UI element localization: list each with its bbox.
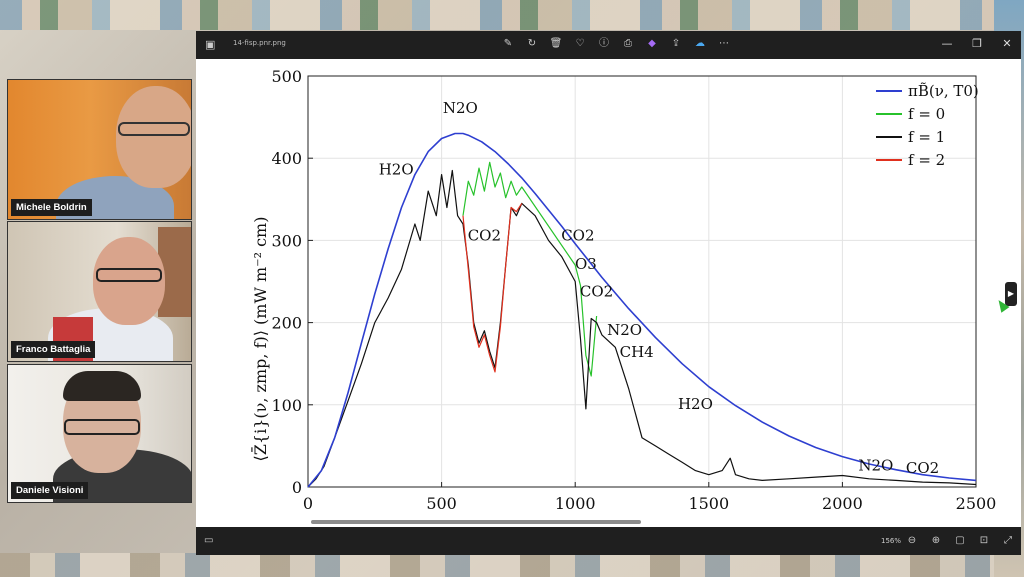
onedrive-icon[interactable]: ☁: [695, 38, 705, 49]
glasses-icon: [118, 122, 190, 136]
participant-name: Michele Boldrin: [11, 199, 92, 216]
zoom-controls: ⊖ ⊕ ▢ ⊡ ⤢: [905, 534, 1015, 548]
fullscreen-icon[interactable]: ⤢: [1004, 535, 1012, 546]
annotation-label: CO2: [561, 226, 594, 244]
y-axis-label: ⟨Z̄{i}(ν, zmp, f)⟩ (mW m⁻² cm): [249, 217, 270, 462]
viewer-filename: 14-fisp.pnr.png: [233, 39, 286, 47]
legend-label: f = 1: [908, 128, 945, 146]
series-line-1: [462, 161, 598, 377]
glasses-icon: [64, 419, 140, 435]
info-icon[interactable]: ⓘ: [599, 38, 609, 49]
y-tick-label: 0: [292, 478, 302, 497]
viewer-titlebar: ▣ 14-fisp.pnr.png ✎ ↻ 🗑 ♡ ⓘ ⎙ ◆ ⇪ ☁ ⋯ — …: [196, 31, 1021, 59]
minimize-icon[interactable]: —: [941, 37, 953, 50]
annotation-label: O3: [575, 255, 597, 273]
x-tick-label: 2000: [822, 494, 863, 513]
more-icon[interactable]: ⋯: [719, 38, 729, 49]
window-controls: — ❐ ✕: [939, 36, 1015, 52]
favorite-icon[interactable]: ♡: [575, 38, 585, 49]
hair: [63, 371, 141, 401]
zoom-in-icon[interactable]: ⊕: [931, 535, 941, 546]
viewer-statusbar: ▭ 156% ⊖ ⊕ ▢ ⊡ ⤢: [196, 527, 1021, 555]
actual-size-icon[interactable]: ⊡: [979, 535, 989, 546]
fit-icon[interactable]: ▢: [955, 535, 965, 546]
print-icon[interactable]: ⎙: [624, 38, 632, 49]
close-icon[interactable]: ✕: [1002, 37, 1012, 50]
annotation-label: CO2: [468, 226, 501, 244]
x-tick-label: 1000: [555, 494, 596, 513]
side-panel-handle-icon[interactable]: ▶: [1005, 282, 1017, 306]
x-tick-label: 1500: [688, 494, 729, 513]
zoom-level: 156%: [880, 537, 901, 545]
video-tile-2[interactable]: Franco Battaglia: [7, 221, 192, 362]
image-viewer-window: ▣ 14-fisp.pnr.png ✎ ↻ 🗑 ♡ ⓘ ⎙ ◆ ⇪ ☁ ⋯ — …: [196, 31, 1021, 555]
y-tick-label: 300: [271, 231, 302, 250]
series-line-3: [462, 203, 523, 373]
chart-series: [307, 132, 977, 488]
participant-name: Daniele Visioni: [11, 482, 89, 499]
chart-annotations: N2O H2O CO2 CO2 O3 CO2 N2O CH4 H2O N2O CO2: [379, 99, 940, 477]
image-canvas: 0 500 1000 1500 2000 2500 0 100 200 300 400 500 N2O…: [196, 59, 1021, 527]
background-bottom: [0, 553, 1024, 577]
x-tick-label: 2500: [956, 494, 997, 513]
spectrum-chart: 0 500 1000 1500 2000 2500 0 100 200 300 400 500 N2O…: [249, 67, 996, 524]
annotation-label: N2O: [443, 99, 478, 117]
y-tick-label: 100: [271, 396, 302, 415]
participant-name: Franco Battaglia: [11, 341, 96, 358]
annotation-label: H2O: [678, 395, 713, 413]
x-tick-label: 500: [426, 494, 457, 513]
person-head: [116, 86, 191, 188]
chart-axes: [307, 75, 977, 488]
viewer-toolbar: ✎ ↻ 🗑 ♡ ⓘ ⎙ ◆ ⇪ ☁ ⋯: [501, 37, 731, 51]
rotate-icon[interactable]: ↻: [527, 38, 537, 49]
background-top: [0, 0, 1024, 30]
horizontal-scrollbar[interactable]: [311, 520, 641, 524]
delete-icon[interactable]: 🗑: [549, 38, 563, 49]
annotation-label: N2O: [607, 321, 642, 339]
y-tick-label: 400: [271, 149, 302, 168]
annotation-label: CO2: [906, 459, 939, 477]
video-tile-3[interactable]: Daniele Visioni: [7, 364, 192, 503]
series-line-0: [307, 132, 977, 488]
annotation-label: N2O: [858, 457, 893, 475]
glasses-icon: [96, 268, 162, 282]
video-tile-1[interactable]: Michele Boldrin: [7, 79, 192, 220]
filmstrip-icon[interactable]: ▭: [204, 535, 214, 546]
annotation-label: H2O: [379, 161, 414, 179]
x-tick-label: 0: [303, 494, 313, 513]
chart-legend: πB̃(ν, T0) f = 0 f = 1 f = 2: [876, 82, 979, 169]
chart-grid: [307, 75, 977, 488]
y-tick-label: 500: [271, 67, 302, 86]
annotation-label: CH4: [620, 343, 654, 361]
annotation-label: CO2: [580, 282, 613, 300]
plot-frame: [307, 75, 977, 488]
legend-label: f = 0: [908, 105, 945, 123]
y-tick-label: 200: [271, 314, 302, 333]
legend-label: f = 2: [908, 151, 945, 169]
series-line-2: [307, 169, 977, 488]
legend-label: πB̃(ν, T0): [908, 82, 979, 100]
edit-icon[interactable]: ✎: [503, 38, 513, 49]
photos-app-icon: ▣: [205, 38, 216, 51]
zoom-out-icon[interactable]: ⊖: [907, 535, 917, 546]
clipchamp-icon[interactable]: ◆: [648, 38, 656, 49]
chart-ticks: 0 500 1000 1500 2000 2500 0 100 200 300 400 500: [271, 67, 996, 513]
share-icon[interactable]: ⇪: [671, 38, 681, 49]
maximize-icon[interactable]: ❐: [972, 37, 982, 50]
